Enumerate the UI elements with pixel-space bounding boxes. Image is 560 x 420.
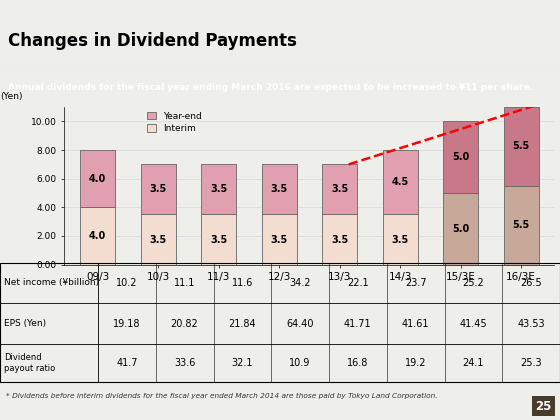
Text: (Yen): (Yen)	[1, 92, 23, 101]
Bar	[503, 107, 539, 186]
Text: 4.0: 4.0	[89, 174, 106, 184]
Text: 3.5: 3.5	[150, 184, 167, 194]
Text: 16.8: 16.8	[347, 358, 368, 368]
Bar	[443, 193, 478, 265]
Bar	[201, 215, 236, 265]
Text: 23.7: 23.7	[405, 278, 426, 288]
Bar	[382, 150, 418, 215]
Bar	[262, 215, 297, 265]
Text: 3.5: 3.5	[150, 234, 167, 244]
Text: 32.1: 32.1	[232, 358, 253, 368]
Text: Annual dividends for the fiscal year ending March 2016 are expected to be increa: Annual dividends for the fiscal year end…	[8, 83, 533, 92]
Text: 11.1: 11.1	[174, 278, 195, 288]
Bar	[443, 121, 478, 193]
Text: 5.0: 5.0	[452, 152, 469, 162]
Text: Dividend
payout ratio: Dividend payout ratio	[4, 353, 56, 373]
Bar	[141, 215, 176, 265]
Text: 11.6: 11.6	[232, 278, 253, 288]
Text: 41.45: 41.45	[460, 318, 487, 328]
Bar	[382, 215, 418, 265]
Bar	[141, 164, 176, 215]
Text: 3.5: 3.5	[331, 184, 348, 194]
Text: 4.5: 4.5	[391, 177, 409, 187]
Text: 22.1: 22.1	[347, 278, 368, 288]
Text: 3.5: 3.5	[270, 234, 288, 244]
Text: 3.5: 3.5	[391, 234, 409, 244]
Text: 26.5: 26.5	[520, 278, 542, 288]
Text: 25.3: 25.3	[520, 358, 542, 368]
Bar	[201, 164, 236, 215]
Text: 64.40: 64.40	[286, 318, 314, 328]
Text: * Dividends before interim dividends for the fiscal year ended March 2014 are th: * Dividends before interim dividends for…	[6, 392, 437, 399]
Text: 21.84: 21.84	[228, 318, 256, 328]
Text: 41.71: 41.71	[344, 318, 372, 328]
Text: 41.61: 41.61	[402, 318, 430, 328]
Bar	[80, 207, 115, 265]
Legend: Year-end, Interim: Year-end, Interim	[147, 112, 202, 133]
Text: 25: 25	[535, 400, 552, 413]
Text: 20.82: 20.82	[171, 318, 198, 328]
Text: EPS (Yen): EPS (Yen)	[4, 319, 46, 328]
Bar	[322, 215, 357, 265]
Text: 24.1: 24.1	[463, 358, 484, 368]
Bar	[322, 164, 357, 215]
Bar	[262, 164, 297, 215]
Text: 4.0: 4.0	[89, 231, 106, 241]
Bar	[503, 186, 539, 265]
Text: 10.2: 10.2	[116, 278, 138, 288]
Text: 5.0: 5.0	[452, 224, 469, 234]
Text: 19.18: 19.18	[113, 318, 141, 328]
Text: Changes in Dividend Payments: Changes in Dividend Payments	[8, 32, 297, 50]
Text: 10.9: 10.9	[290, 358, 311, 368]
Text: 19.2: 19.2	[405, 358, 426, 368]
Text: 5.5: 5.5	[512, 220, 530, 230]
Text: 33.6: 33.6	[174, 358, 195, 368]
Text: 43.53: 43.53	[517, 318, 545, 328]
Text: 5.5: 5.5	[512, 142, 530, 152]
Text: 25.2: 25.2	[463, 278, 484, 288]
Text: 3.5: 3.5	[331, 234, 348, 244]
Text: Net income (¥billion): Net income (¥billion)	[4, 278, 100, 287]
Text: 3.5: 3.5	[210, 184, 227, 194]
Bar	[80, 150, 115, 207]
Text: 3.5: 3.5	[270, 184, 288, 194]
Text: 3.5: 3.5	[210, 234, 227, 244]
Text: 41.7: 41.7	[116, 358, 138, 368]
Text: 34.2: 34.2	[290, 278, 311, 288]
